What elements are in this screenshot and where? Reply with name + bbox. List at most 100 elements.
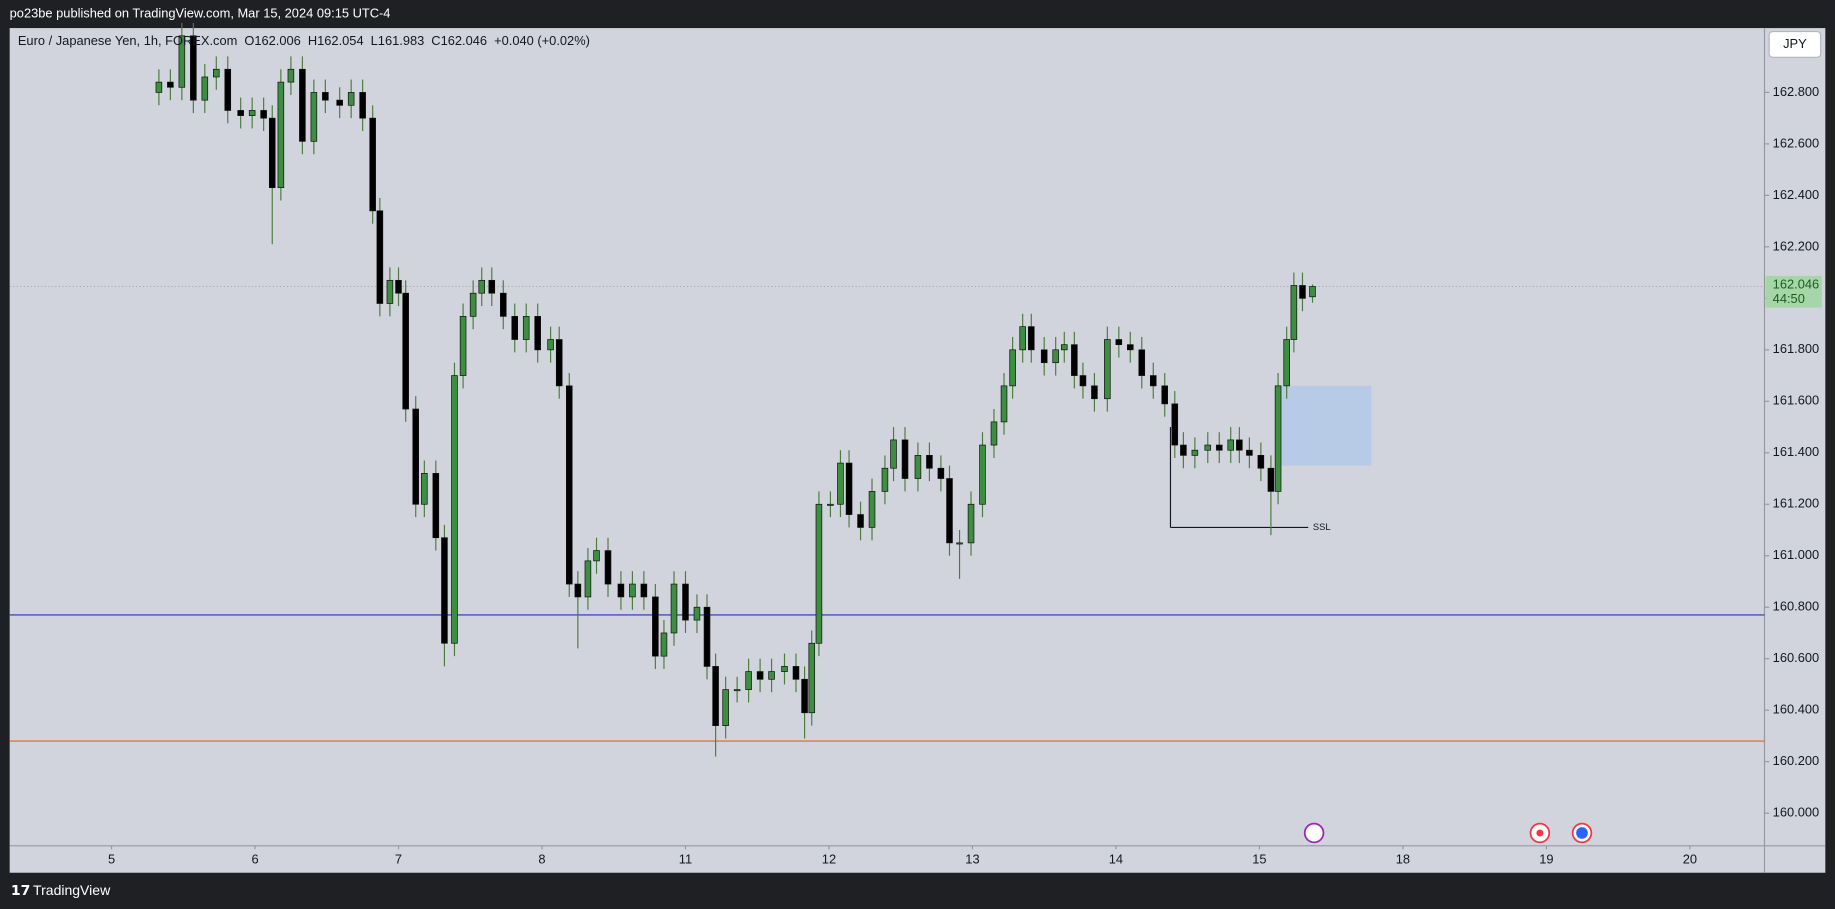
- legend: Euro / Japanese Yen, 1h, FOREX.com O162.0…: [18, 34, 590, 49]
- legend-high: H162.054: [308, 34, 364, 49]
- candle-down: [190, 35, 197, 101]
- candle-down: [1040, 349, 1048, 364]
- candle-up: [1000, 385, 1008, 423]
- candle-down: [1257, 455, 1265, 469]
- y-tick-label: 162.200: [1773, 238, 1819, 253]
- candle-down: [412, 408, 420, 505]
- x-tick-label: 5: [108, 851, 115, 866]
- candle-down: [1180, 444, 1187, 456]
- candle-down: [167, 81, 174, 88]
- candle-up: [201, 76, 209, 101]
- candle-down: [617, 583, 625, 598]
- candle-up: [248, 110, 256, 116]
- candle-up: [1204, 444, 1212, 451]
- zone: [1279, 385, 1372, 466]
- x-tick-label: 11: [679, 851, 692, 866]
- candle-up: [347, 92, 355, 106]
- candle-up: [310, 92, 318, 142]
- candle-down: [1028, 326, 1035, 351]
- candle-down: [937, 467, 945, 479]
- candle-down: [511, 316, 519, 340]
- symbol: Euro / Japanese Yen, 1h, FOREX.com: [18, 34, 237, 49]
- candle-up: [1009, 349, 1016, 387]
- candle-down: [801, 678, 808, 714]
- legend-open: O162.006: [244, 34, 301, 49]
- candle-down: [1246, 449, 1253, 456]
- candle-up: [386, 279, 394, 304]
- candle-up: [1019, 326, 1026, 351]
- candle-down: [703, 606, 711, 667]
- price-axis: [1764, 28, 1826, 873]
- event-icon[interactable]: [1303, 822, 1325, 844]
- candle-up: [1191, 449, 1199, 456]
- candle-down: [268, 117, 276, 189]
- candle-up: [781, 666, 788, 672]
- candle-up: [979, 444, 986, 505]
- candle-down: [224, 68, 232, 111]
- event-icons: [1303, 822, 1593, 844]
- x-tick-label: 13: [965, 851, 979, 866]
- candle-down: [1161, 385, 1169, 405]
- currency-label[interactable]: JPY: [1783, 36, 1807, 51]
- candle-up: [1052, 349, 1059, 364]
- candle-down: [1138, 349, 1146, 376]
- candle-down: [432, 473, 440, 539]
- candle-up: [478, 279, 486, 294]
- candle-down: [946, 478, 953, 544]
- x-tick-label: 19: [1539, 851, 1553, 866]
- candle-up: [547, 339, 554, 351]
- x-tick-label: 18: [1396, 851, 1410, 866]
- candle-down: [488, 279, 496, 294]
- candle-down: [574, 583, 582, 598]
- x-tick-label: 20: [1683, 851, 1697, 866]
- y-tick-label: 160.200: [1773, 753, 1819, 768]
- x-tick-label: 7: [395, 851, 402, 866]
- candle-down: [845, 462, 853, 515]
- y-tick-label: 160.000: [1773, 805, 1819, 820]
- candle-up: [808, 642, 816, 714]
- candle-down: [376, 210, 384, 304]
- candle-up: [1227, 439, 1235, 451]
- candle-up: [1104, 339, 1111, 400]
- candle-up: [451, 375, 458, 644]
- header-text: po23be published on TradingView.com, Mar…: [10, 5, 391, 20]
- currency-button[interactable]: [1768, 31, 1822, 58]
- candle-down: [901, 439, 909, 479]
- candle-down: [534, 316, 541, 351]
- candle-up: [1274, 385, 1282, 492]
- legend-low: L161.983: [371, 34, 425, 49]
- x-tick-label: 12: [822, 851, 836, 866]
- candle-down: [237, 110, 244, 116]
- y-tick-label: 162.400: [1773, 187, 1819, 202]
- y-tick-label: 161.200: [1773, 496, 1819, 511]
- candle-up: [733, 689, 741, 692]
- price-tag: [1765, 275, 1822, 308]
- candle-up: [967, 503, 975, 544]
- candle-up: [956, 542, 963, 545]
- candle-up: [155, 81, 163, 93]
- candle-up: [990, 421, 998, 446]
- candle-up: [827, 503, 834, 506]
- candle-up: [469, 292, 477, 317]
- candle-down: [369, 117, 376, 212]
- y-tick-label: 160.800: [1773, 599, 1819, 614]
- x-tick-label: 6: [251, 851, 258, 866]
- candle-up: [815, 503, 823, 644]
- candle-up: [178, 35, 186, 88]
- candle-up: [722, 689, 729, 726]
- candle-down: [1267, 467, 1275, 492]
- candle-up: [868, 491, 876, 528]
- event-icon-dot: [1576, 827, 1588, 839]
- candle-down: [1071, 344, 1078, 376]
- candle-down: [1079, 375, 1087, 387]
- y-tick-label: 161.400: [1773, 444, 1819, 459]
- candle-down: [1215, 444, 1223, 451]
- ssl-label: SSL: [1313, 522, 1331, 532]
- y-tick-label: 161.800: [1773, 341, 1819, 356]
- candle-down: [926, 455, 933, 469]
- candle-down: [565, 385, 573, 585]
- candle-down: [792, 666, 800, 680]
- candle-up: [1283, 339, 1290, 387]
